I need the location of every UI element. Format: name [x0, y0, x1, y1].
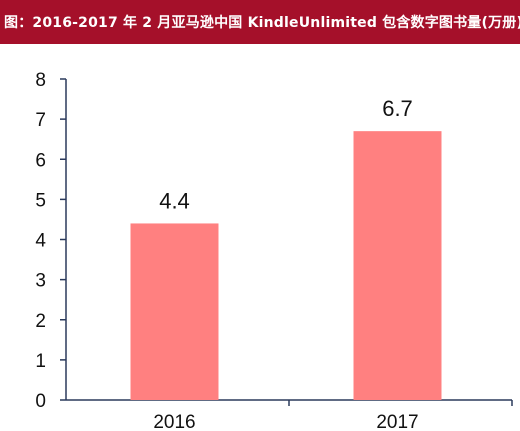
data-label: 6.7 [382, 96, 413, 121]
x-tick-label: 2016 [153, 412, 195, 431]
figure-title: 图：2016-2017 年 2 月亚马逊中国 KindleUnlimited 包… [4, 15, 520, 31]
y-tick-label: 7 [35, 110, 46, 131]
y-tick-label: 1 [35, 351, 46, 372]
bar [130, 223, 219, 400]
y-tick-label: 6 [35, 150, 46, 171]
figure-title-bar: 图：2016-2017 年 2 月亚马逊中国 KindleUnlimited 包… [0, 0, 520, 44]
y-tick-label: 0 [35, 391, 46, 412]
y-tick-label: 5 [35, 190, 46, 211]
bar-chart: 0 1 2 3 4 5 6 7 8 4.4 2016 6.7 2017 [35, 70, 513, 431]
x-tick-label: 2017 [376, 412, 418, 431]
axes [60, 78, 513, 406]
y-tick-label: 4 [35, 231, 46, 252]
y-tick-label: 2 [35, 311, 46, 332]
bar [353, 131, 442, 400]
y-tick-label: 8 [35, 70, 46, 91]
labels: 0 1 2 3 4 5 6 7 8 4.4 2016 6.7 2017 [35, 70, 418, 431]
bars [130, 131, 442, 400]
data-label: 4.4 [159, 188, 190, 213]
y-tick-label: 3 [35, 271, 46, 292]
